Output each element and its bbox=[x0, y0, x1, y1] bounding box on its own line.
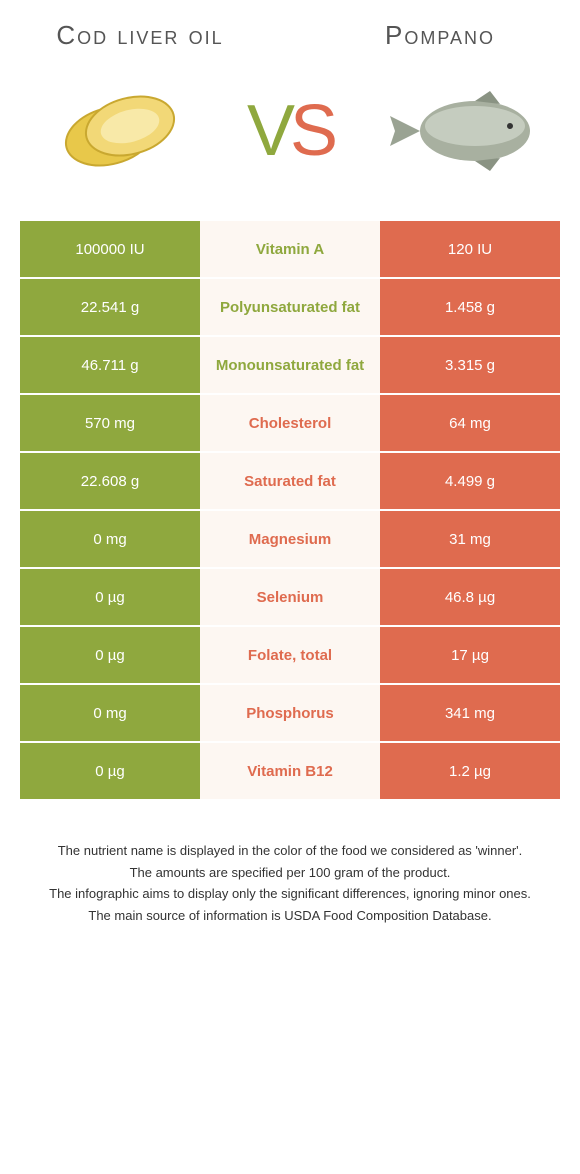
right-value: 1.2 µg bbox=[380, 743, 560, 801]
nutrient-label: Vitamin B12 bbox=[200, 743, 380, 801]
left-value: 46.711 g bbox=[20, 337, 200, 395]
left-value: 0 µg bbox=[20, 569, 200, 627]
table-row: 100000 IUVitamin A120 IU bbox=[20, 221, 560, 279]
left-value: 100000 IU bbox=[20, 221, 200, 279]
table-row: 22.541 gPolyunsaturated fat1.458 g bbox=[20, 279, 560, 337]
left-food-title: Cod liver oil bbox=[50, 20, 230, 51]
right-value: 3.315 g bbox=[380, 337, 560, 395]
table-row: 0 µgSelenium46.8 µg bbox=[20, 569, 560, 627]
left-value: 0 µg bbox=[20, 743, 200, 801]
right-value: 1.458 g bbox=[380, 279, 560, 337]
table-row: 0 mgPhosphorus341 mg bbox=[20, 685, 560, 743]
table-row: 46.711 gMonounsaturated fat3.315 g bbox=[20, 337, 560, 395]
nutrient-label: Phosphorus bbox=[200, 685, 380, 743]
nutrient-label: Vitamin A bbox=[200, 221, 380, 279]
left-value: 0 µg bbox=[20, 627, 200, 685]
nutrient-label: Cholesterol bbox=[200, 395, 380, 453]
right-value: 4.499 g bbox=[380, 453, 560, 511]
footer-line: The nutrient name is displayed in the co… bbox=[30, 841, 550, 861]
table-row: 0 mgMagnesium31 mg bbox=[20, 511, 560, 569]
right-value: 64 mg bbox=[380, 395, 560, 453]
left-value: 0 mg bbox=[20, 511, 200, 569]
nutrient-label: Monounsaturated fat bbox=[200, 337, 380, 395]
vs-s: S bbox=[290, 91, 333, 171]
right-value: 341 mg bbox=[380, 685, 560, 743]
left-value: 22.608 g bbox=[20, 453, 200, 511]
table-row: 0 µgVitamin B121.2 µg bbox=[20, 743, 560, 801]
table-row: 22.608 gSaturated fat4.499 g bbox=[20, 453, 560, 511]
left-value: 22.541 g bbox=[20, 279, 200, 337]
footer-line: The main source of information is USDA F… bbox=[30, 906, 550, 926]
nutrient-label: Polyunsaturated fat bbox=[200, 279, 380, 337]
right-value: 31 mg bbox=[380, 511, 560, 569]
images-row: VS bbox=[0, 61, 580, 221]
right-value: 120 IU bbox=[380, 221, 560, 279]
nutrient-label: Saturated fat bbox=[200, 453, 380, 511]
footer-notes: The nutrient name is displayed in the co… bbox=[30, 841, 550, 925]
vs-v: V bbox=[247, 91, 290, 171]
right-value: 46.8 µg bbox=[380, 569, 560, 627]
table-row: 0 µgFolate, total17 µg bbox=[20, 627, 560, 685]
left-food-image bbox=[40, 71, 200, 191]
left-value: 0 mg bbox=[20, 685, 200, 743]
nutrient-label: Magnesium bbox=[200, 511, 380, 569]
nutrient-label: Selenium bbox=[200, 569, 380, 627]
right-food-image bbox=[380, 71, 540, 191]
nutrient-label: Folate, total bbox=[200, 627, 380, 685]
right-value: 17 µg bbox=[380, 627, 560, 685]
comparison-table: 100000 IUVitamin A120 IU22.541 gPolyunsa… bbox=[20, 221, 560, 801]
footer-line: The amounts are specified per 100 gram o… bbox=[30, 863, 550, 883]
header: Cod liver oil Pompano bbox=[0, 0, 580, 61]
footer-line: The infographic aims to display only the… bbox=[30, 884, 550, 904]
table-row: 570 mgCholesterol64 mg bbox=[20, 395, 560, 453]
left-value: 570 mg bbox=[20, 395, 200, 453]
right-food-title: Pompano bbox=[350, 20, 530, 51]
vs-label: VS bbox=[247, 90, 333, 172]
